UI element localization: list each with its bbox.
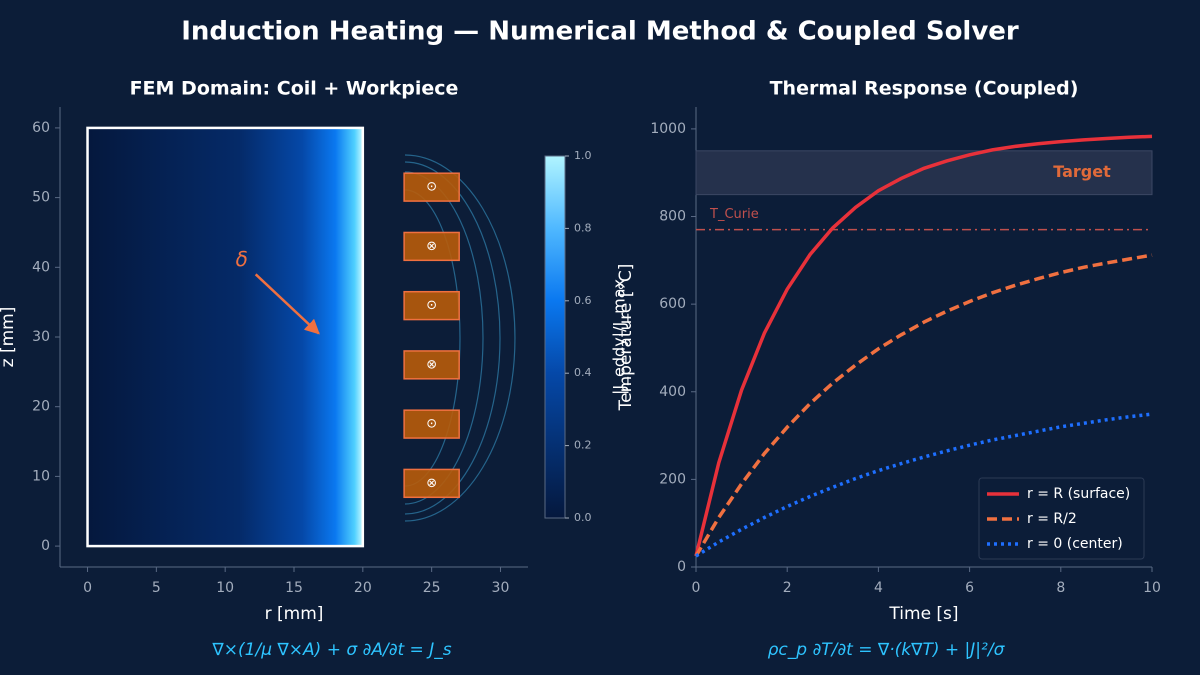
series-line: [694, 253, 1153, 557]
x-axis-label: r [mm]: [265, 604, 324, 624]
y-tick-label: 600: [659, 296, 686, 312]
coil: [403, 172, 460, 202]
colorbar-tick-label: 0.4: [574, 366, 592, 379]
y-axis-label: Temperature [°C]: [616, 264, 636, 412]
coil: [403, 231, 460, 262]
x-tick-label: 8: [1056, 580, 1065, 596]
coil-symbol: ⊗: [426, 357, 437, 372]
legend-label: r = 0 (center): [1027, 536, 1123, 552]
y-tick-label: 30: [32, 329, 50, 345]
band-label: Target: [1053, 162, 1111, 181]
colorbar-tick-label: 0.0: [574, 511, 592, 524]
coil-symbol: ⊙: [426, 417, 437, 432]
coil: [403, 350, 460, 380]
annotation: δ: [236, 247, 248, 271]
y-tick-label: 0: [677, 559, 686, 575]
y-tick-label: 200: [659, 471, 686, 487]
coil-symbol: ⊗: [426, 476, 437, 491]
y-tick-label: 400: [659, 384, 686, 400]
y-axis-label: z [mm]: [0, 307, 18, 368]
x-tick-label: 6: [965, 580, 974, 596]
legend-frame: [978, 477, 1145, 560]
colorbar-tick-label: 1.0: [574, 149, 592, 162]
series-line: [695, 412, 1153, 558]
x-tick-label: 20: [354, 580, 372, 596]
y-tick-label: 50: [32, 190, 50, 206]
colorbar-tick-label: 0.8: [574, 221, 592, 234]
legend-label: r = R/2: [1027, 511, 1077, 527]
y-tick-label: 1000: [650, 121, 686, 137]
x-tick-label: 4: [874, 580, 883, 596]
y-tick-label: 40: [32, 259, 50, 275]
x-tick-label: 2: [783, 580, 792, 596]
coil-symbol: ⊙: [426, 180, 437, 195]
axes-title: FEM Domain: Coil + Workpiece: [130, 78, 459, 100]
colorbar: [544, 155, 566, 519]
colorbar-tick-label: 0.2: [574, 439, 592, 452]
coil: [403, 409, 460, 439]
x-tick-label: 30: [492, 580, 510, 596]
y-tick-label: 20: [32, 399, 50, 415]
x-axis-label: Time [s]: [888, 604, 958, 624]
coil: [403, 290, 460, 321]
annotation-arrow: [254, 273, 320, 335]
x-tick-label: 25: [423, 580, 441, 596]
field-lines: [404, 154, 516, 522]
legend-label: r = R (surface): [1027, 486, 1130, 502]
series-line: [694, 134, 1153, 557]
workpiece: [86, 126, 365, 548]
x-tick-label: 0: [83, 580, 92, 596]
y-tick-label: 0: [41, 538, 50, 554]
y-tick-label: 800: [659, 209, 686, 225]
curie-label: T_Curie: [709, 207, 759, 222]
figure-title: Induction Heating — Numerical Method & C…: [181, 17, 1019, 47]
axes-title: Thermal Response (Coupled): [770, 78, 1079, 100]
x-tick-label: 10: [1143, 580, 1161, 596]
colorbar-label: |J_eddy|/J_max: [610, 279, 630, 395]
x-tick-label: 0: [692, 580, 701, 596]
coil-symbol: ⊗: [426, 239, 437, 254]
y-tick-label: 10: [32, 468, 50, 484]
x-tick-label: 5: [152, 580, 161, 596]
coil: [403, 468, 460, 499]
x-tick-label: 10: [216, 580, 234, 596]
colorbar-tick-label: 0.6: [574, 294, 592, 307]
equation: ∇×(1/μ ∇×A) + σ ∂A/∂t = J_s: [211, 640, 451, 660]
x-tick-label: 15: [285, 580, 303, 596]
coil-symbol: ⊙: [426, 298, 437, 313]
equation: ρc_p ∂T/∂t = ∇·(k∇T) + |J|²/σ: [768, 640, 1006, 660]
target-band: [695, 150, 1153, 196]
y-tick-label: 60: [32, 120, 50, 136]
